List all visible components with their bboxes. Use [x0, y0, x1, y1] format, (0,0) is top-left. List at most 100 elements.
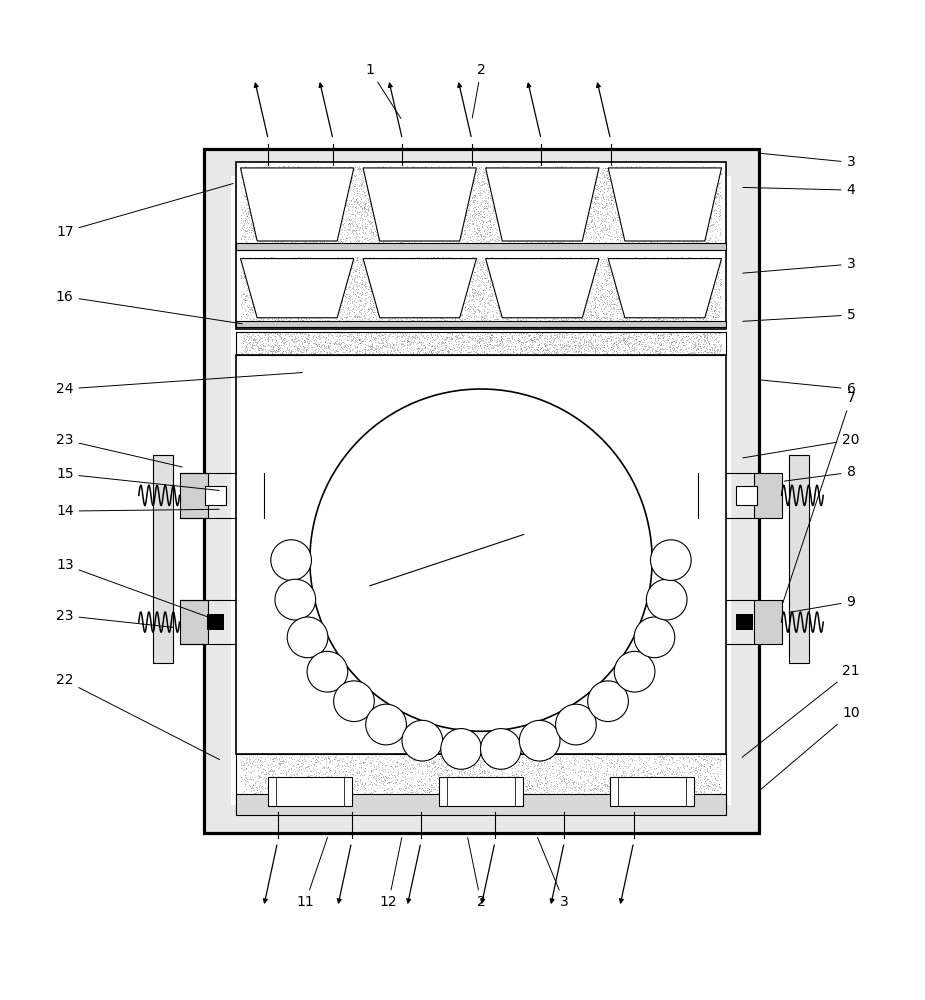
Point [693, 162, 708, 178]
Point [340, 761, 355, 777]
Point [278, 343, 292, 359]
Point [530, 234, 545, 250]
Point [346, 271, 361, 287]
Point [483, 333, 498, 349]
Point [329, 190, 344, 206]
Point [276, 792, 290, 808]
Point [428, 224, 443, 240]
Point [693, 186, 708, 202]
Point [269, 254, 284, 270]
Point [521, 225, 536, 241]
Point [597, 337, 611, 353]
Point [481, 189, 496, 205]
Point [506, 207, 521, 223]
Point [689, 170, 704, 186]
Point [440, 177, 455, 193]
Point [533, 199, 548, 215]
Point [336, 264, 351, 280]
Point [262, 778, 277, 794]
Point [303, 188, 318, 204]
Point [523, 181, 537, 197]
Point [522, 257, 536, 273]
Point [553, 768, 568, 784]
Point [546, 802, 561, 818]
Point [263, 800, 278, 816]
Point [278, 749, 293, 765]
Point [568, 779, 583, 795]
Point [292, 179, 307, 195]
Point [503, 185, 518, 201]
Point [267, 182, 282, 198]
Point [661, 165, 676, 181]
Point [426, 283, 441, 299]
Point [657, 275, 672, 291]
Point [533, 753, 548, 769]
Point [535, 253, 549, 269]
Point [450, 252, 464, 268]
Point [272, 230, 287, 246]
Point [495, 339, 510, 355]
Point [271, 297, 286, 313]
Point [384, 784, 399, 800]
Point [549, 773, 563, 789]
Point [291, 288, 306, 304]
Point [518, 204, 533, 220]
Point [534, 326, 549, 342]
Point [527, 331, 542, 347]
Point [403, 341, 418, 357]
Point [444, 287, 459, 303]
Point [423, 166, 438, 182]
Point [493, 306, 508, 322]
Point [379, 296, 394, 312]
Point [579, 789, 594, 805]
Point [697, 268, 711, 284]
Point [657, 171, 672, 187]
Point [435, 286, 450, 302]
Point [489, 270, 504, 286]
Point [537, 269, 552, 285]
Point [503, 231, 518, 247]
Point [295, 262, 310, 278]
Point [513, 185, 528, 201]
Point [481, 312, 496, 328]
Point [669, 344, 684, 360]
Point [520, 186, 535, 202]
Point [329, 166, 344, 182]
Point [268, 162, 283, 178]
Point [348, 309, 363, 325]
Point [526, 309, 541, 325]
Point [505, 775, 520, 791]
Point [709, 793, 724, 809]
Point [488, 768, 503, 784]
Point [675, 165, 690, 181]
Point [457, 755, 472, 771]
Point [270, 335, 285, 351]
Point [271, 160, 286, 176]
Point [487, 261, 501, 277]
Point [522, 228, 536, 244]
Point [699, 797, 714, 813]
Point [621, 298, 635, 314]
Point [599, 787, 614, 803]
Point [666, 163, 681, 179]
Point [291, 199, 306, 215]
Point [660, 251, 675, 267]
Point [509, 271, 524, 287]
Point [635, 275, 649, 291]
Point [413, 306, 428, 322]
Point [303, 278, 318, 294]
Point [341, 291, 356, 307]
Point [712, 179, 727, 195]
Point [656, 252, 671, 268]
Point [305, 294, 320, 310]
Point [556, 250, 571, 266]
Point [288, 794, 302, 810]
Point [636, 777, 651, 793]
Point [666, 305, 681, 321]
Point [557, 166, 572, 182]
Point [542, 167, 557, 183]
Point [547, 343, 561, 359]
Point [311, 792, 326, 808]
Point [355, 234, 370, 250]
Point [609, 232, 623, 248]
